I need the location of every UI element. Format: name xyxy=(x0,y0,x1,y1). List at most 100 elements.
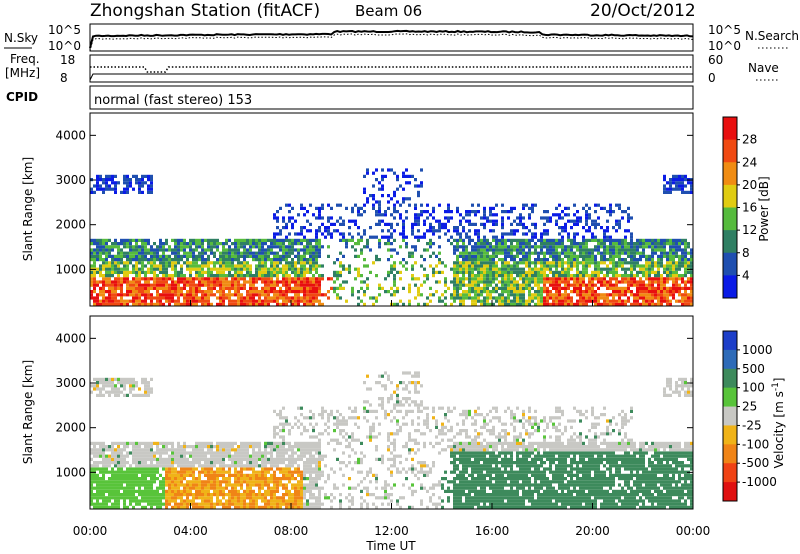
heatmap-cell xyxy=(93,454,96,458)
heatmap-cell xyxy=(663,184,666,188)
heatmap-cell xyxy=(138,493,141,497)
heatmap-cell xyxy=(546,248,549,252)
heatmap-cell xyxy=(660,258,663,262)
heatmap-cell xyxy=(603,283,606,287)
heatmap-cell xyxy=(270,251,273,255)
heatmap-cell xyxy=(159,493,162,497)
heatmap-cell xyxy=(465,251,468,255)
heatmap-cell xyxy=(486,277,489,281)
heatmap-cell xyxy=(243,286,246,290)
heatmap-cell xyxy=(411,277,414,281)
heatmap-cell xyxy=(414,184,417,188)
heatmap-cell xyxy=(405,197,408,201)
heatmap-cell xyxy=(162,296,165,300)
heatmap-cell xyxy=(255,293,258,297)
heatmap-cell xyxy=(198,270,201,274)
heatmap-cell xyxy=(300,232,303,236)
heatmap-cell xyxy=(114,264,117,268)
heatmap-cell xyxy=(411,174,414,178)
heatmap-cell xyxy=(441,299,444,303)
heatmap-cell xyxy=(573,213,576,217)
heatmap-cell xyxy=(258,254,261,258)
heatmap-cell xyxy=(591,283,594,287)
heatmap-cell xyxy=(189,286,192,290)
heatmap-cell xyxy=(273,283,276,287)
heatmap-cell xyxy=(195,277,198,281)
heatmap-cell xyxy=(189,451,192,455)
heatmap-cell xyxy=(513,248,516,252)
heatmap-cell xyxy=(555,302,558,306)
heatmap-cell xyxy=(246,302,249,306)
heatmap-cell xyxy=(198,242,201,246)
heatmap-cell xyxy=(306,270,309,274)
heatmap-cell xyxy=(627,251,630,255)
heatmap-cell xyxy=(417,302,420,306)
heatmap-cell xyxy=(489,261,492,265)
heatmap-cell xyxy=(402,219,405,223)
heatmap-cell xyxy=(621,238,624,242)
heatmap-cell xyxy=(120,377,123,381)
heatmap-cell xyxy=(621,299,624,303)
heatmap-cell xyxy=(102,248,105,252)
heatmap-cell xyxy=(378,200,381,204)
heatmap-cell xyxy=(675,174,678,178)
heatmap-cell xyxy=(228,267,231,271)
heatmap-cell xyxy=(213,505,216,509)
heatmap-cell xyxy=(162,477,165,481)
heatmap-cell xyxy=(279,502,282,506)
heatmap-cell xyxy=(342,264,345,268)
heatmap-cell xyxy=(387,274,390,278)
heatmap-cell xyxy=(282,293,285,297)
heatmap-cell xyxy=(219,286,222,290)
heatmap-cell xyxy=(219,258,222,262)
heatmap-cell xyxy=(492,277,495,281)
heatmap-cell xyxy=(135,381,138,385)
heatmap-cell xyxy=(255,441,258,445)
heatmap-cell xyxy=(105,489,108,493)
heatmap-cell xyxy=(285,280,288,284)
heatmap-cell xyxy=(408,251,411,255)
heatmap-cell xyxy=(264,448,267,452)
heatmap-cell xyxy=(687,299,690,303)
heatmap-cell xyxy=(171,238,174,242)
heatmap-cell xyxy=(594,283,597,287)
heatmap-cell xyxy=(423,280,426,284)
heatmap-cell xyxy=(255,480,258,484)
heatmap-cell xyxy=(597,286,600,290)
heatmap-cell xyxy=(138,274,141,278)
heatmap-cell xyxy=(648,254,651,258)
heatmap-cell xyxy=(99,483,102,487)
heatmap-cell xyxy=(243,441,246,445)
heatmap-cell xyxy=(372,302,375,306)
heatmap-cell xyxy=(495,270,498,274)
heatmap-cell xyxy=(126,486,129,490)
heatmap-cell xyxy=(120,441,123,445)
heatmap-cell xyxy=(174,489,177,493)
heatmap-cell xyxy=(630,277,633,281)
heatmap-cell xyxy=(243,248,246,252)
heatmap-cell xyxy=(477,251,480,255)
heatmap-cell xyxy=(141,454,144,458)
heatmap-cell xyxy=(630,238,633,242)
heatmap-cell xyxy=(639,258,642,262)
heatmap-cell xyxy=(225,274,228,278)
heatmap-cell xyxy=(567,267,570,271)
heatmap-cell xyxy=(159,461,162,465)
heatmap-cell xyxy=(675,248,678,252)
heatmap-cell xyxy=(162,448,165,452)
heatmap-cell xyxy=(384,235,387,239)
heatmap-cell xyxy=(492,206,495,210)
heatmap-cell xyxy=(93,477,96,481)
heatmap-cell xyxy=(393,171,396,175)
heatmap-cell xyxy=(609,203,612,207)
heatmap-cell xyxy=(258,274,261,278)
heatmap-cell xyxy=(456,283,459,287)
heatmap-cell xyxy=(657,277,660,281)
heatmap-cell xyxy=(366,242,369,246)
heatmap-cell xyxy=(198,470,201,474)
heatmap-cell xyxy=(525,286,528,290)
heatmap-cell xyxy=(294,248,297,252)
heatmap-cell xyxy=(624,235,627,239)
heatmap-cell xyxy=(153,277,156,281)
heatmap-cell xyxy=(480,290,483,294)
